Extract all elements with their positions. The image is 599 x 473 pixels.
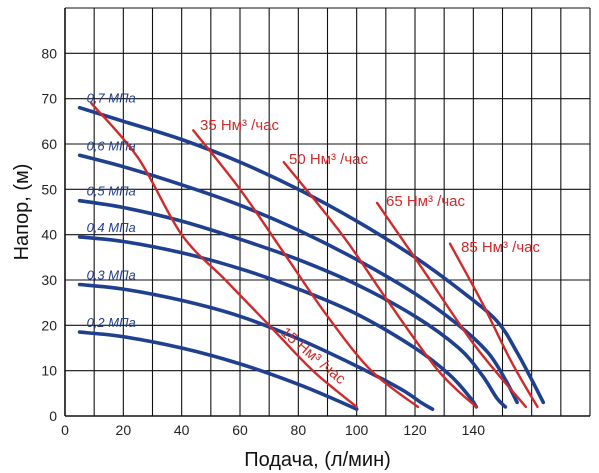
x-tick-label: 120 [403, 422, 427, 438]
air-consumption-curve [90, 102, 358, 409]
x-axis-title: Подача, (л/мин) [244, 449, 391, 471]
air-consumption-curve [448, 242, 539, 409]
y-tick-label: 20 [41, 317, 57, 333]
pressure-curve-label: 0,7 МПа [87, 91, 136, 106]
pressure-curve [77, 330, 359, 411]
grid [64, 7, 591, 417]
air-curve-label: 85 Нм³ /час [461, 239, 540, 256]
y-tick-label: 0 [49, 408, 57, 424]
x-tick-label: 20 [116, 422, 132, 438]
air-consumption-curve [375, 201, 527, 409]
y-tick-label: 50 [41, 181, 57, 197]
y-tick-label: 70 [41, 91, 57, 107]
air-curve-label: 65 Нм³ /час [386, 193, 465, 210]
curves [77, 102, 546, 411]
air-consumption-curve [192, 129, 420, 409]
pressure-curve-label: 0,3 МПа [87, 268, 136, 283]
air-curve-label: 35 Нм³ /час [200, 117, 279, 134]
x-tick-label: 80 [291, 422, 307, 438]
pressure-curve [77, 105, 546, 405]
pressure-curve-label: 0,2 МПа [87, 315, 136, 330]
pressure-curve [77, 282, 435, 411]
y-tick-label: 30 [41, 272, 57, 288]
pressure-curve [77, 153, 519, 405]
pressure-curve-label: 0,4 МПа [87, 220, 136, 235]
air-consumption-curve [282, 160, 478, 409]
x-tick-label: 0 [61, 422, 69, 438]
y-axis-title: Напор, (м) [11, 164, 33, 261]
pressure-curve [77, 198, 508, 409]
air-curve-label: 50 Нм³ /час [289, 151, 368, 168]
x-tick-label: 140 [462, 422, 486, 438]
y-tick-label: 80 [41, 45, 57, 61]
x-tick-label: 100 [345, 422, 369, 438]
pressure-curve [77, 235, 479, 409]
y-tick-label: 10 [41, 363, 57, 379]
y-tick-label: 40 [41, 227, 57, 243]
pressure-curve-label: 0,5 МПа [87, 184, 136, 199]
tick-labels: 0 20 40 60 80 100 120 140 0 10 20 30 40 50 60 70 80 [41, 45, 485, 438]
pressure-curve-label: 0,6 МПа [87, 138, 136, 153]
x-tick-label: 60 [232, 422, 248, 438]
x-tick-label: 40 [174, 422, 190, 438]
y-tick-label: 60 [41, 136, 57, 152]
